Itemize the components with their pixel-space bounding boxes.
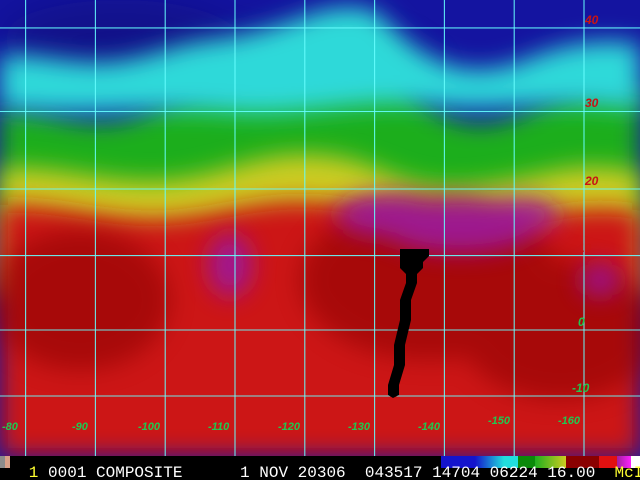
svg-text:-10: -10 [572,381,590,395]
svg-text:-80: -80 [2,421,19,433]
svg-text:-130: -130 [348,421,371,433]
svg-text:-120: -120 [278,421,301,433]
svg-text:0: 0 [578,315,585,329]
svg-text:20: 20 [584,174,599,188]
svg-text:-100: -100 [138,421,161,433]
svg-text:40: 40 [584,13,599,27]
svg-text:10: 10 [578,241,592,255]
svg-text:-150: -150 [488,415,511,427]
svg-text:30: 30 [585,96,599,110]
svg-text:-90: -90 [72,421,89,433]
svg-text:-140: -140 [418,421,441,433]
svg-text:-110: -110 [208,421,230,433]
svg-text:-160: -160 [558,415,581,427]
